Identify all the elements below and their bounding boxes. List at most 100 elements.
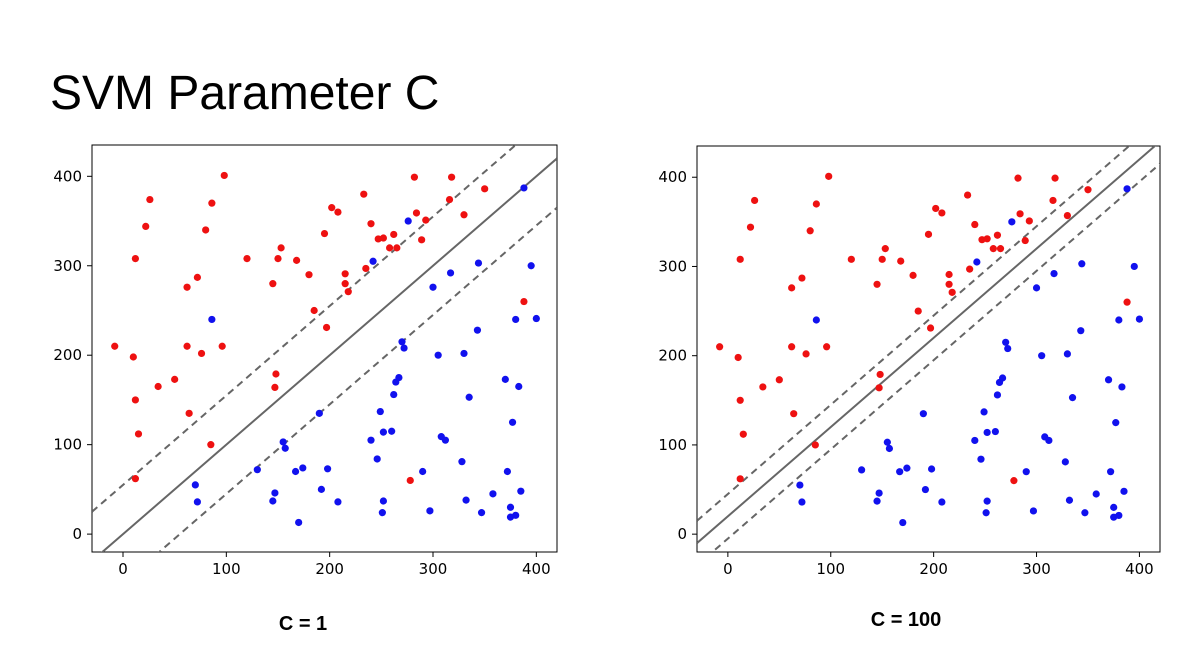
- red-point: [736, 255, 744, 263]
- y-tick-label: 0: [677, 525, 687, 543]
- red-point: [362, 264, 370, 273]
- blue-point: [885, 444, 894, 453]
- red-point: [897, 257, 905, 265]
- blue-point: [508, 418, 517, 426]
- y-tick-label: 300: [53, 257, 82, 275]
- blue-point: [315, 409, 323, 417]
- blue-point: [515, 382, 523, 391]
- red-point: [197, 349, 206, 358]
- red-point: [1010, 477, 1018, 485]
- blue-point: [903, 464, 911, 472]
- blue-point: [517, 487, 525, 495]
- blue-point: [446, 269, 455, 277]
- red-point: [1014, 174, 1022, 182]
- blue-point: [369, 257, 377, 265]
- red-point: [989, 245, 997, 253]
- blue-point: [291, 467, 300, 476]
- blue-point: [938, 498, 946, 506]
- blue-point: [1115, 316, 1123, 324]
- red-point: [1123, 298, 1131, 306]
- blue-point: [1002, 338, 1010, 346]
- red-point: [945, 270, 953, 279]
- blue-point: [512, 511, 520, 519]
- red-point: [243, 255, 251, 263]
- blue-point: [419, 467, 427, 476]
- red-point: [412, 209, 421, 217]
- red-point: [379, 234, 387, 242]
- blue-point: [460, 349, 468, 358]
- blue-point: [299, 464, 307, 472]
- blue-point: [334, 498, 342, 506]
- y-tick-label: 400: [53, 167, 82, 185]
- red-point: [445, 195, 454, 204]
- blue-point: [489, 490, 497, 498]
- blue-point: [474, 259, 483, 267]
- red-point: [926, 324, 935, 332]
- red-point: [134, 430, 143, 438]
- blue-point: [1045, 436, 1053, 445]
- red-point: [759, 383, 767, 391]
- blue-point: [1120, 487, 1128, 495]
- red-point: [272, 370, 280, 378]
- red-point: [811, 441, 819, 449]
- red-point: [406, 476, 414, 485]
- red-point: [390, 230, 398, 239]
- red-point: [410, 173, 418, 181]
- red-point: [218, 342, 226, 350]
- blue-point: [378, 509, 386, 517]
- blue-point: [1038, 352, 1046, 360]
- blue-point: [973, 258, 981, 266]
- blue-point: [1063, 350, 1071, 358]
- red-point: [393, 244, 401, 252]
- red-point: [146, 195, 154, 204]
- blue-point: [1050, 270, 1058, 278]
- red-point: [322, 323, 331, 332]
- red-point: [418, 236, 426, 244]
- blue-point: [512, 315, 520, 324]
- red-point: [1084, 186, 1092, 194]
- blue-point: [193, 498, 201, 506]
- blue-point: [532, 314, 540, 323]
- blue-point: [191, 481, 199, 489]
- red-point: [825, 172, 833, 180]
- blue-point: [993, 391, 1002, 399]
- red-point: [269, 280, 277, 288]
- x-tick-label: 100: [212, 560, 241, 578]
- red-point: [220, 171, 228, 180]
- red-point: [806, 227, 814, 235]
- red-point: [305, 271, 313, 279]
- blue-point: [379, 428, 387, 436]
- red-point: [1051, 174, 1059, 182]
- red-point: [1016, 210, 1024, 218]
- blue-point: [1078, 260, 1086, 268]
- red-point: [274, 255, 282, 263]
- blue-point: [400, 344, 408, 352]
- red-point: [131, 255, 139, 263]
- blue-point: [379, 497, 387, 505]
- blue-point: [465, 393, 473, 401]
- red-point: [966, 265, 974, 273]
- decision-boundary: [100, 157, 557, 552]
- blue-point: [527, 262, 535, 270]
- red-point: [193, 273, 201, 281]
- red-point: [878, 255, 886, 263]
- blue-point: [1065, 496, 1074, 504]
- red-point: [131, 475, 139, 483]
- blue-point: [398, 338, 406, 346]
- blue-point: [883, 438, 891, 446]
- blue-point: [501, 375, 509, 383]
- red-point: [207, 441, 215, 449]
- blue-point: [1022, 468, 1030, 476]
- red-point: [341, 280, 349, 288]
- red-point: [422, 216, 430, 224]
- red-point: [993, 231, 1002, 239]
- red-point: [460, 211, 468, 219]
- y-tick-label: 200: [53, 346, 82, 364]
- red-point: [881, 245, 889, 253]
- red-point: [963, 191, 972, 199]
- red-point: [945, 280, 953, 288]
- red-point: [185, 409, 193, 417]
- blue-point: [1130, 262, 1138, 271]
- red-point: [448, 173, 456, 181]
